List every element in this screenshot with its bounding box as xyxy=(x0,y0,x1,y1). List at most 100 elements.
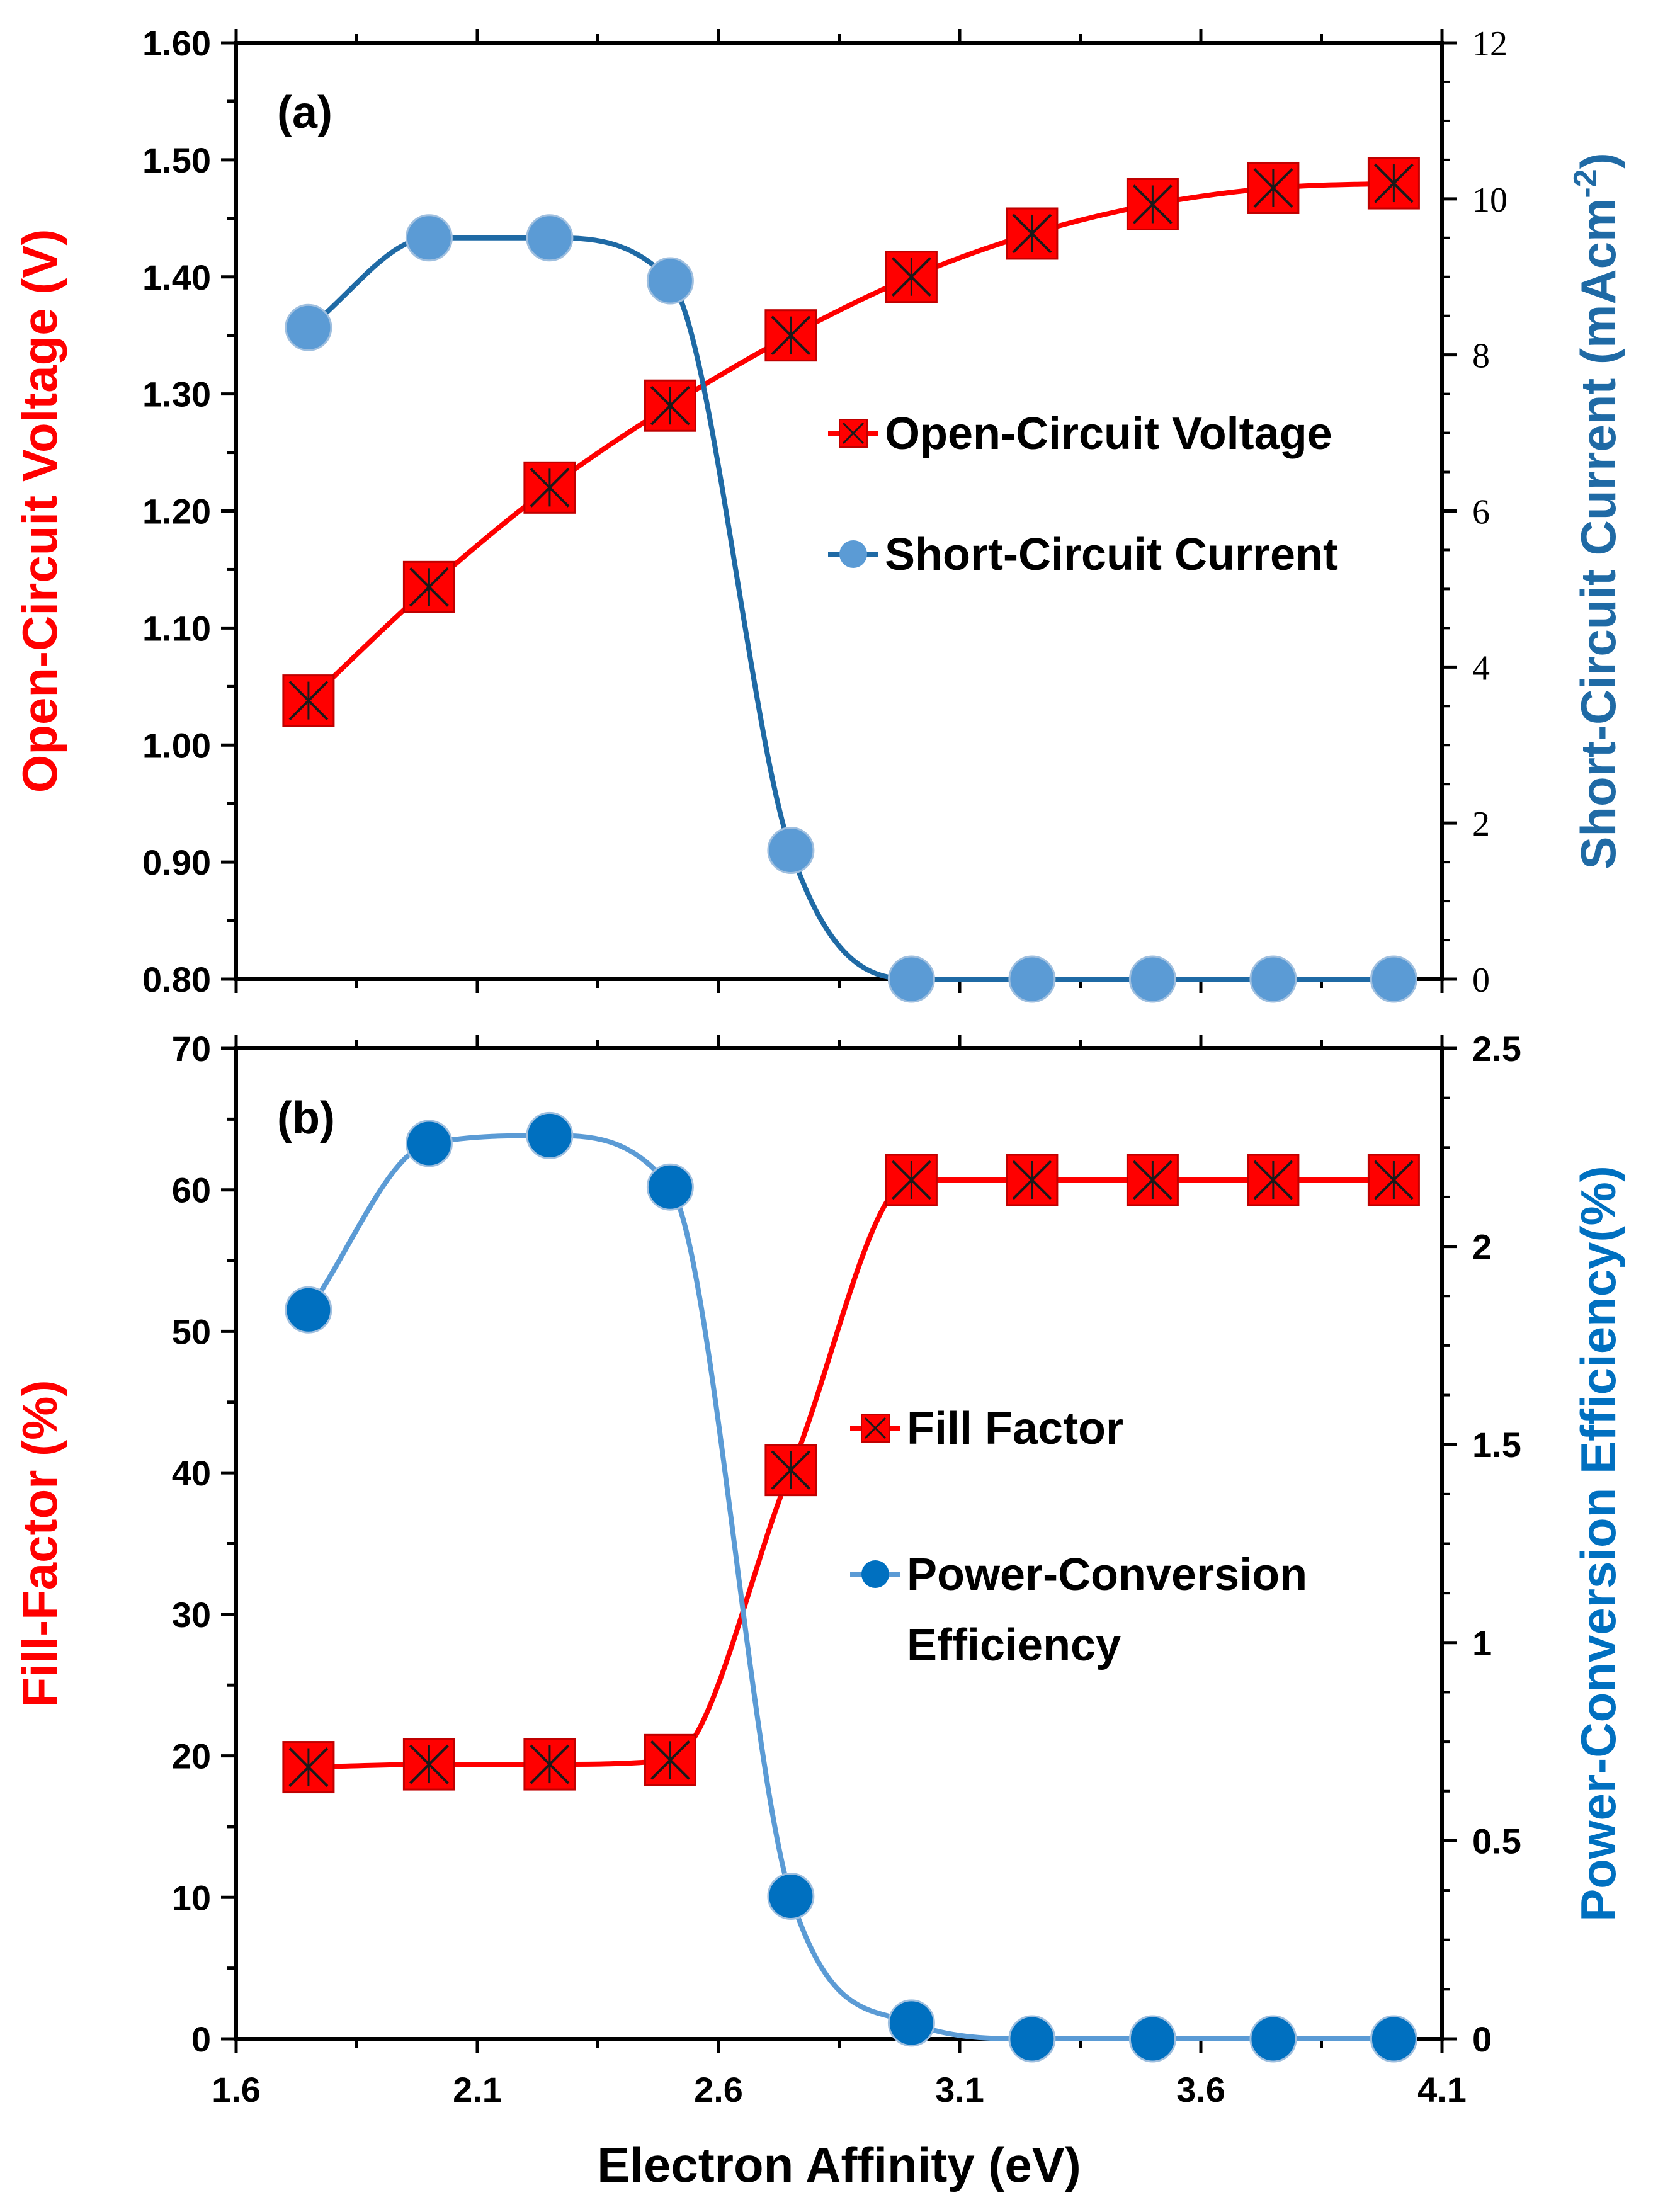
marker-fill-factor xyxy=(1006,1154,1059,1206)
marker-power-conversion-efficiency xyxy=(1128,2015,1176,2063)
marker-fill-factor xyxy=(282,1741,335,1794)
y-right-axis-title-b: Power-Conversion Efficiency(%) xyxy=(1570,1166,1626,1922)
y-left-tick-label: 1.60 xyxy=(142,23,211,63)
y-left-axis-title-a: Open-Circuit Voltage (V) xyxy=(12,229,67,793)
marker-open-circuit-voltage xyxy=(1006,207,1059,260)
marker-fill-factor xyxy=(764,1444,817,1497)
panel-b: 0 10 20 30 40 50 60 70 0 0.5 1 1.5 2 2.5 1.6 2.1 2.6 3.1 3… xyxy=(12,1029,1626,2109)
series-markers-a xyxy=(282,157,1420,1003)
marker-power-conversion-efficiency xyxy=(526,1111,574,1159)
marker-fill-factor xyxy=(885,1154,938,1206)
legend-sample-open-circuit-voltage xyxy=(828,419,878,448)
y-right-tick-label: 1.5 xyxy=(1472,1425,1521,1465)
marker-power-conversion-efficiency xyxy=(405,1120,453,1167)
y-right-tick-label: 0 xyxy=(1472,2019,1492,2059)
y-left-tick-label: 40 xyxy=(172,1453,211,1493)
y-right-tick-label: 1 xyxy=(1472,1623,1492,1663)
y-right-tick-label: 4 xyxy=(1472,649,1490,688)
panel-a: 0.80 0.90 1.00 1.10 1.20 1.30 1.40 1.50 1.60 0 2 4 6… xyxy=(12,23,1626,1003)
legend-entry-open-circuit-voltage: Open-Circuit Voltage xyxy=(828,409,1332,459)
series-markers-b xyxy=(282,1111,1420,2063)
marker-short-circuit-current xyxy=(526,214,574,262)
marker-power-conversion-efficiency xyxy=(1249,2015,1297,2063)
legend-label-open-circuit-voltage: Open-Circuit Voltage xyxy=(885,409,1332,459)
y-left-tick-label: 0 xyxy=(191,2019,211,2059)
marker-open-circuit-voltage xyxy=(764,309,817,362)
x-tick-label: 2.1 xyxy=(453,2070,502,2109)
y-right-tick-label: 6 xyxy=(1472,493,1490,532)
y-left-tick-label: 10 xyxy=(172,1878,211,1917)
marker-fill-factor xyxy=(1247,1154,1300,1206)
x-tick-label: 3.1 xyxy=(935,2070,984,2109)
series-line-open-circuit-voltage xyxy=(307,181,1394,703)
y-left-tick-label: 20 xyxy=(172,1737,211,1776)
x-tick-label: 3.6 xyxy=(1176,2070,1225,2109)
marker-fill-factor xyxy=(1367,1154,1420,1206)
x-tick-label: 4.1 xyxy=(1417,2070,1467,2109)
marker-short-circuit-current xyxy=(1370,955,1417,1003)
y-left-tick-label: 70 xyxy=(172,1029,211,1069)
marker-fill-factor xyxy=(1126,1154,1179,1206)
legend-entry-power-conversion-efficiency: Power-Conversion Efficiency xyxy=(850,1550,1307,1670)
marker-short-circuit-current xyxy=(405,214,453,262)
marker-fill-factor xyxy=(523,1738,576,1791)
legend-label-fill-factor: Fill Factor xyxy=(907,1404,1123,1454)
y-left-tick-label: 60 xyxy=(172,1171,211,1210)
y-left-tick-label: 1.10 xyxy=(142,608,211,648)
y-right-axis-title-a: Short-Circuit Current (mAcm-2) xyxy=(1567,152,1626,869)
series-line-fill-factor xyxy=(308,1177,1394,1770)
y-right-tick-label: 2.5 xyxy=(1472,1029,1521,1069)
marker-power-conversion-efficiency xyxy=(1008,2015,1056,2063)
legend-sample-short-circuit-current xyxy=(828,540,878,568)
y-right-tick-label: 12 xyxy=(1472,25,1508,64)
y-left-axis-title-b: Fill-Factor (%) xyxy=(12,1380,67,1708)
marker-short-circuit-current xyxy=(646,257,694,305)
y-right-axis-title-a-main: Short-Circuit Current (mAcm xyxy=(1570,198,1626,870)
marker-fill-factor xyxy=(644,1733,696,1786)
marker-open-circuit-voltage xyxy=(523,461,576,514)
marker-open-circuit-voltage xyxy=(885,251,938,303)
y-left-tick-label: 0.80 xyxy=(142,960,211,999)
legend-label-short-circuit-current: Short-Circuit Current xyxy=(885,530,1338,580)
marker-open-circuit-voltage xyxy=(644,379,696,432)
x-tick-label: 2.6 xyxy=(694,2070,743,2109)
marker-fill-factor xyxy=(402,1738,455,1791)
marker-open-circuit-voltage xyxy=(1126,178,1179,231)
legend-sample-circle xyxy=(839,540,867,568)
legend-sample-cross-2 xyxy=(842,422,865,445)
legend-sample-fill-factor xyxy=(850,1414,900,1443)
marker-power-conversion-efficiency xyxy=(1370,2015,1417,2063)
y-right-tick-label: 10 xyxy=(1472,181,1508,220)
y-right-tick-label: 8 xyxy=(1472,337,1490,376)
ticks-b: 0 10 20 30 40 50 60 70 0 0.5 1 1.5 2 2.5 1.6 2.1 2.6 3.1 3… xyxy=(172,1029,1521,2109)
y-left-tick-label: 1.20 xyxy=(142,492,211,531)
legend-b: Fill Factor Power-Conversion Efficiency xyxy=(850,1404,1307,1670)
legend-label-efficiency: Efficiency xyxy=(907,1620,1121,1670)
marker-short-circuit-current xyxy=(767,827,815,875)
marker-power-conversion-efficiency xyxy=(285,1286,332,1334)
marker-power-conversion-efficiency xyxy=(767,1872,815,1920)
y-right-tick-label: 2 xyxy=(1472,1227,1492,1267)
x-tick-label: 1.6 xyxy=(212,2070,261,2109)
y-right-axis-title-a-end: ) xyxy=(1570,152,1626,169)
marker-short-circuit-current xyxy=(1249,955,1297,1003)
legend-sample-cross-2 xyxy=(864,1417,887,1439)
marker-open-circuit-voltage xyxy=(1247,161,1300,214)
y-right-tick-label: 0.5 xyxy=(1472,1821,1521,1861)
y-right-tick-label: 2 xyxy=(1472,805,1490,844)
marker-short-circuit-current xyxy=(1128,955,1176,1003)
marker-power-conversion-efficiency xyxy=(887,1999,935,2047)
marker-open-circuit-voltage xyxy=(282,674,335,727)
marker-power-conversion-efficiency xyxy=(646,1163,694,1211)
y-left-tick-label: 1.00 xyxy=(142,725,211,765)
marker-open-circuit-voltage xyxy=(1367,157,1420,210)
legend-sample-power-conversion-efficiency xyxy=(850,1560,900,1588)
y-left-tick-label: 1.40 xyxy=(142,258,211,297)
marker-short-circuit-current xyxy=(1008,955,1056,1003)
marker-open-circuit-voltage xyxy=(402,560,455,613)
legend-a: Open-Circuit Voltage Short-Circuit Curre… xyxy=(828,409,1338,580)
y-left-tick-label: 0.90 xyxy=(142,842,211,882)
panel-label-a: (a) xyxy=(277,88,332,138)
